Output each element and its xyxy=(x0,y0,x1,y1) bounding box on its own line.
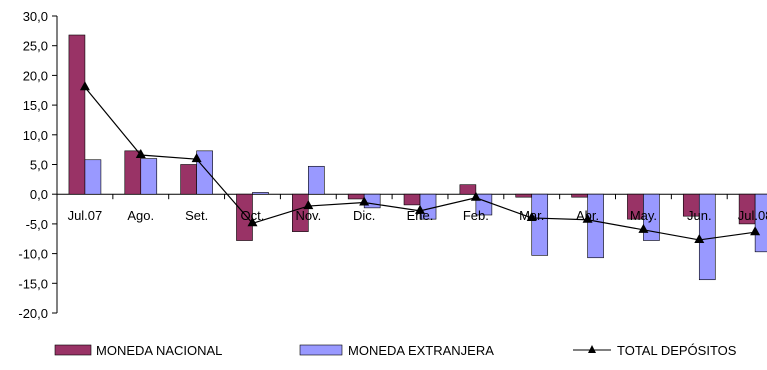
marker-total-depositos xyxy=(582,213,593,223)
legend-label-extranjera: MONEDA EXTRANJERA xyxy=(348,343,494,358)
bar-moneda-nacional xyxy=(180,164,197,195)
x-category-label: Ago. xyxy=(127,208,154,223)
y-tick-label: -20,0 xyxy=(18,306,48,321)
y-tick-label: 20,0 xyxy=(23,68,48,83)
x-category-label: Nov. xyxy=(295,208,321,223)
bar-moneda-extranjera xyxy=(698,193,716,281)
x-category-label: Ene. xyxy=(407,208,434,223)
marker-total-depositos xyxy=(303,200,314,210)
bar-moneda-nacional xyxy=(571,193,588,198)
y-tick-label: -5,0 xyxy=(26,217,48,232)
bar-moneda-extranjera xyxy=(587,193,604,259)
x-category-label: Mar. xyxy=(519,208,544,223)
marker-total-depositos xyxy=(470,191,481,201)
y-tick-label: -15,0 xyxy=(18,276,48,291)
bar-moneda-nacional xyxy=(459,184,477,195)
bar-moneda-nacional xyxy=(292,193,309,232)
marker-total-depositos xyxy=(750,226,761,236)
legend-label-total: TOTAL DEPÓSITOS xyxy=(617,343,737,358)
x-category-label: Abr. xyxy=(576,208,599,223)
marker-total-depositos xyxy=(191,153,202,163)
marker-total-depositos xyxy=(359,196,370,206)
axes xyxy=(52,15,767,314)
legend-marker-total xyxy=(588,345,596,353)
x-category-label: Jul.07 xyxy=(68,208,103,223)
bar-moneda-nacional xyxy=(347,193,365,200)
legend-label-nacional: MONEDA NACIONAL xyxy=(96,343,222,358)
x-category-label: Set. xyxy=(185,208,208,223)
y-tick-label: -10,0 xyxy=(18,247,48,262)
marker-total-depositos xyxy=(526,211,537,221)
marker-total-depositos xyxy=(638,223,649,233)
legend-swatch-extranjera xyxy=(299,344,343,356)
bar-moneda-extranjera xyxy=(252,192,269,195)
x-category-label: Jul.08 xyxy=(738,208,767,223)
y-tick-label: 5,0 xyxy=(30,158,48,173)
total-line xyxy=(79,81,761,243)
marker-total-depositos xyxy=(79,81,90,91)
x-category-label: Dic. xyxy=(353,208,375,223)
x-category-label: Jun. xyxy=(687,208,712,223)
bar-moneda-extranjera xyxy=(196,150,213,195)
x-category-label: Feb. xyxy=(463,208,489,223)
marker-total-depositos xyxy=(247,217,258,227)
y-tick-label: 0,0 xyxy=(30,187,48,202)
y-tick-label: 10,0 xyxy=(23,128,48,143)
bars xyxy=(68,34,767,281)
x-category-label: Oct. xyxy=(241,208,265,223)
bar-moneda-extranjera xyxy=(754,193,767,253)
bar-moneda-extranjera xyxy=(140,158,158,195)
bar-moneda-nacional xyxy=(403,193,421,206)
labels: 30,0 25,0 20,0 15,0 10,0 5,0 0,0 -5,0 -10,0 -15,0… xyxy=(18,9,767,321)
bar-moneda-nacional xyxy=(515,193,533,198)
marker-total-depositos xyxy=(415,204,426,214)
bar-moneda-extranjera xyxy=(308,165,325,195)
bar-moneda-extranjera xyxy=(84,159,102,195)
bar-moneda-extranjera xyxy=(643,193,660,241)
y-tick-label: 15,0 xyxy=(23,98,48,113)
y-tick-label: 25,0 xyxy=(23,39,48,54)
legend: MONEDA NACIONAL MONEDA EXTRANJERA TOTAL … xyxy=(54,343,737,358)
legend-swatch-nacional xyxy=(54,344,92,356)
bar-moneda-extranjera xyxy=(531,193,549,256)
marker-total-depositos xyxy=(135,148,146,158)
marker-total-depositos xyxy=(694,233,705,243)
bar-moneda-nacional xyxy=(68,34,86,195)
x-category-label: May. xyxy=(630,208,657,223)
y-tick-label: 30,0 xyxy=(23,9,48,24)
